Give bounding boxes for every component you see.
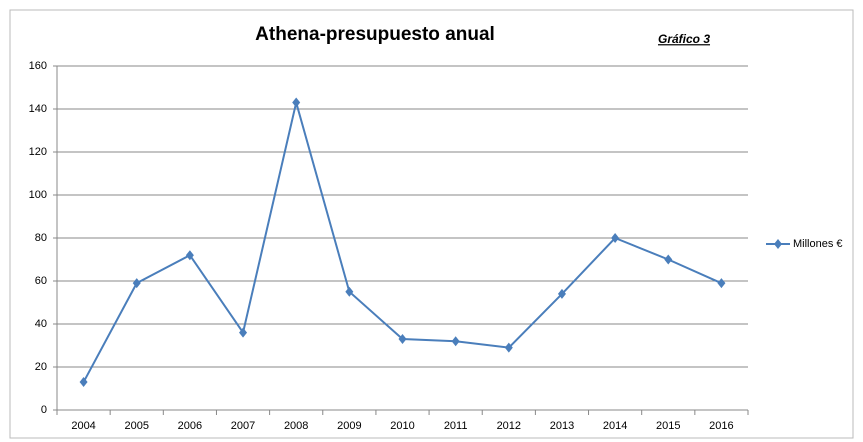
data-point: [557, 288, 566, 299]
y-tick-label: 140: [29, 103, 47, 115]
data-point: [292, 97, 301, 108]
data-point: [185, 250, 194, 261]
x-tick-label: 2010: [390, 420, 414, 432]
x-tick-label: 2012: [497, 420, 521, 432]
x-tick-label: 2009: [337, 420, 361, 432]
y-tick-label: 100: [29, 189, 47, 201]
data-point: [504, 342, 513, 353]
data-point: [79, 377, 88, 388]
legend-label: Millones €: [793, 238, 843, 250]
annotation: Gráfico 3: [658, 32, 710, 46]
y-tick-label: 160: [29, 60, 47, 72]
data-point: [132, 278, 141, 289]
y-tick-label: 40: [35, 318, 47, 330]
x-tick-label: 2014: [603, 420, 627, 432]
data-point: [239, 327, 248, 338]
x-tick-label: 2004: [71, 420, 95, 432]
x-tick-label: 2005: [124, 420, 148, 432]
y-tick-label: 80: [35, 232, 47, 244]
data-point: [664, 254, 673, 265]
y-tick-label: 0: [41, 404, 47, 416]
x-tick-label: 2008: [284, 420, 308, 432]
data-point: [345, 286, 354, 297]
x-tick-label: 2015: [656, 420, 680, 432]
data-point: [611, 233, 620, 243]
chart-title: Athena-presupuesto anual: [255, 24, 495, 45]
y-tick-label: 120: [29, 146, 47, 158]
x-tick-label: 2013: [550, 420, 574, 432]
data-point: [451, 336, 460, 347]
x-tick-label: 2011: [444, 420, 468, 432]
data-point: [717, 278, 726, 289]
y-tick-label: 60: [35, 275, 47, 287]
legend-marker: [774, 239, 782, 249]
chart-frame: [9, 9, 854, 439]
data-point: [398, 334, 407, 345]
x-tick-label: 2007: [231, 420, 255, 432]
x-tick-label: 2006: [178, 420, 202, 432]
y-tick-label: 20: [35, 361, 47, 373]
x-tick-label: 2016: [709, 420, 733, 432]
